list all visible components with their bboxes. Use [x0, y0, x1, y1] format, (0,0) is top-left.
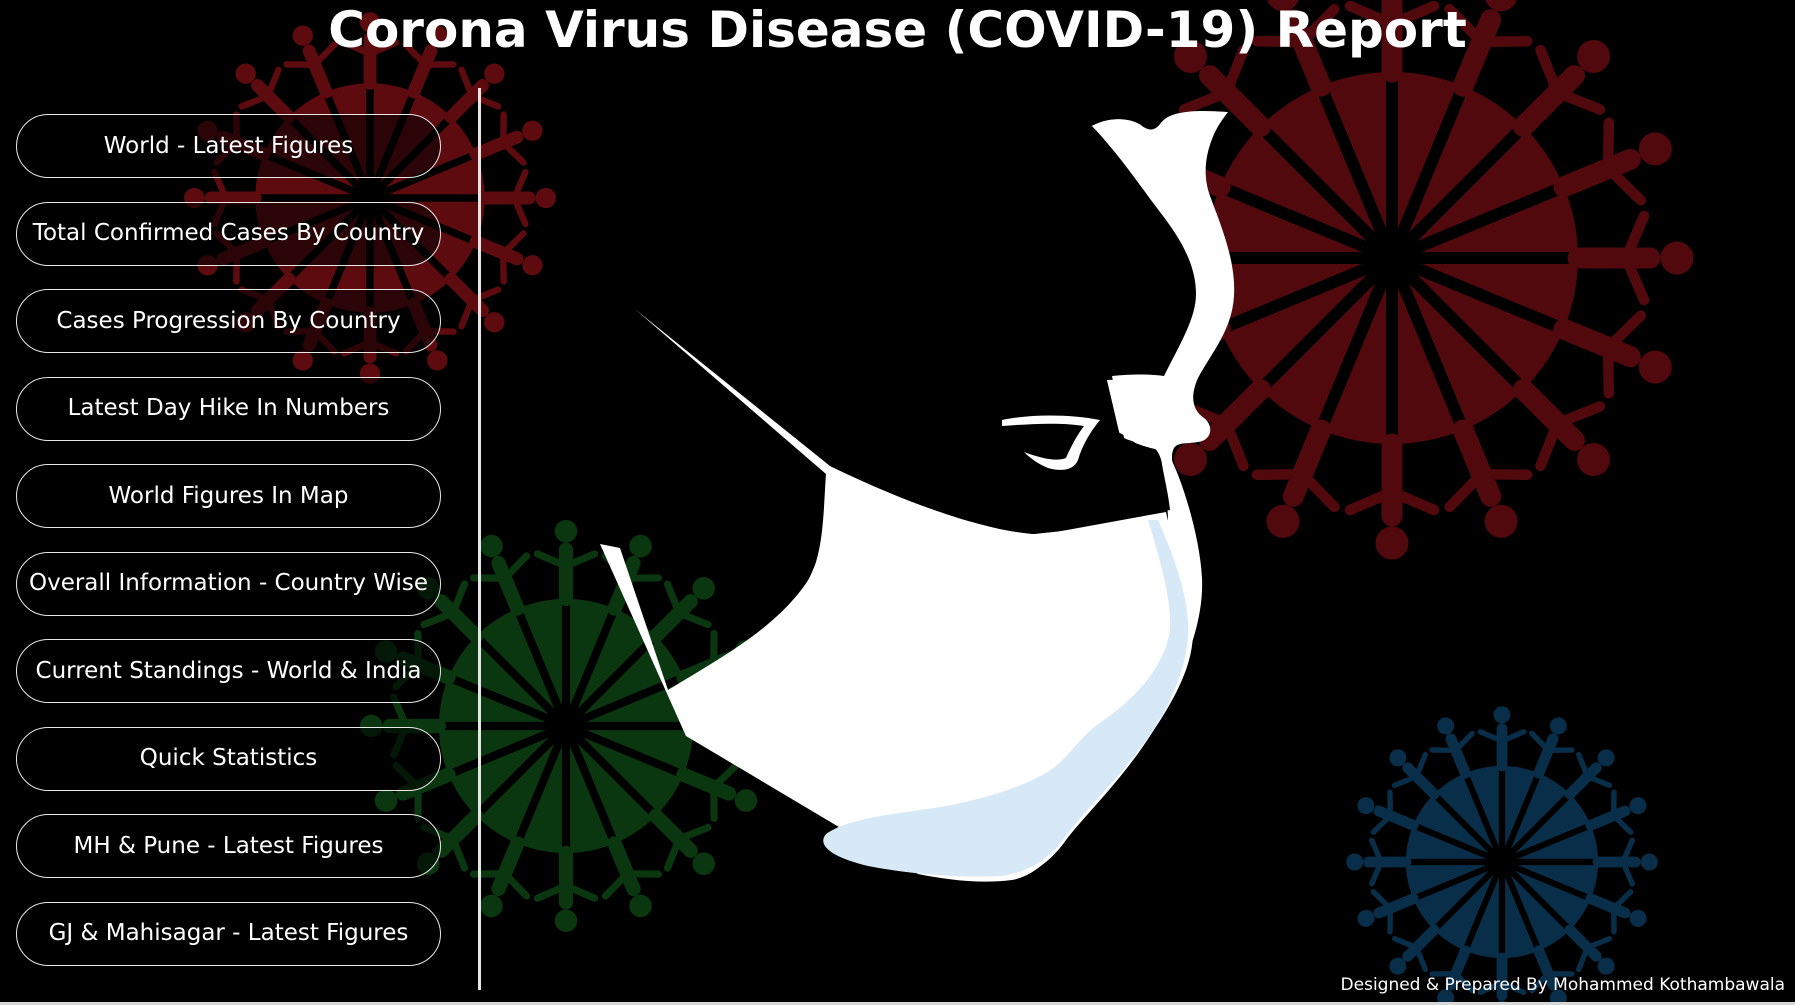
mask-illustration [600, 111, 1234, 882]
nav-button-cases-progression[interactable]: Cases Progression By Country [16, 289, 441, 353]
page-title: Corona Virus Disease (COVID-19) Report [0, 0, 1795, 64]
nav-button-overall-information[interactable]: Overall Information - Country Wise [16, 552, 441, 616]
nav-button-gj-mahisagar[interactable]: GJ & Mahisagar - Latest Figures [16, 902, 441, 966]
nav-button-world-latest-figures[interactable]: World - Latest Figures [16, 114, 441, 178]
nav-button-mh-pune[interactable]: MH & Pune - Latest Figures [16, 814, 441, 878]
nav-button-quick-statistics[interactable]: Quick Statistics [16, 727, 441, 791]
nav-button-latest-day-hike[interactable]: Latest Day Hike In Numbers [16, 377, 441, 441]
nav-button-world-figures-map[interactable]: World Figures In Map [16, 464, 441, 528]
navigation-menu: World - Latest Figures Total Confirmed C… [16, 114, 441, 989]
nav-button-current-standings[interactable]: Current Standings - World & India [16, 639, 441, 703]
nav-button-total-confirmed-cases[interactable]: Total Confirmed Cases By Country [16, 202, 441, 266]
face-shadow [600, 130, 1210, 534]
vertical-divider [478, 88, 481, 990]
virus-icon-blue [1346, 706, 1658, 1005]
designer-credit: Designed & Prepared By Mohammed Kothamba… [1341, 975, 1785, 995]
